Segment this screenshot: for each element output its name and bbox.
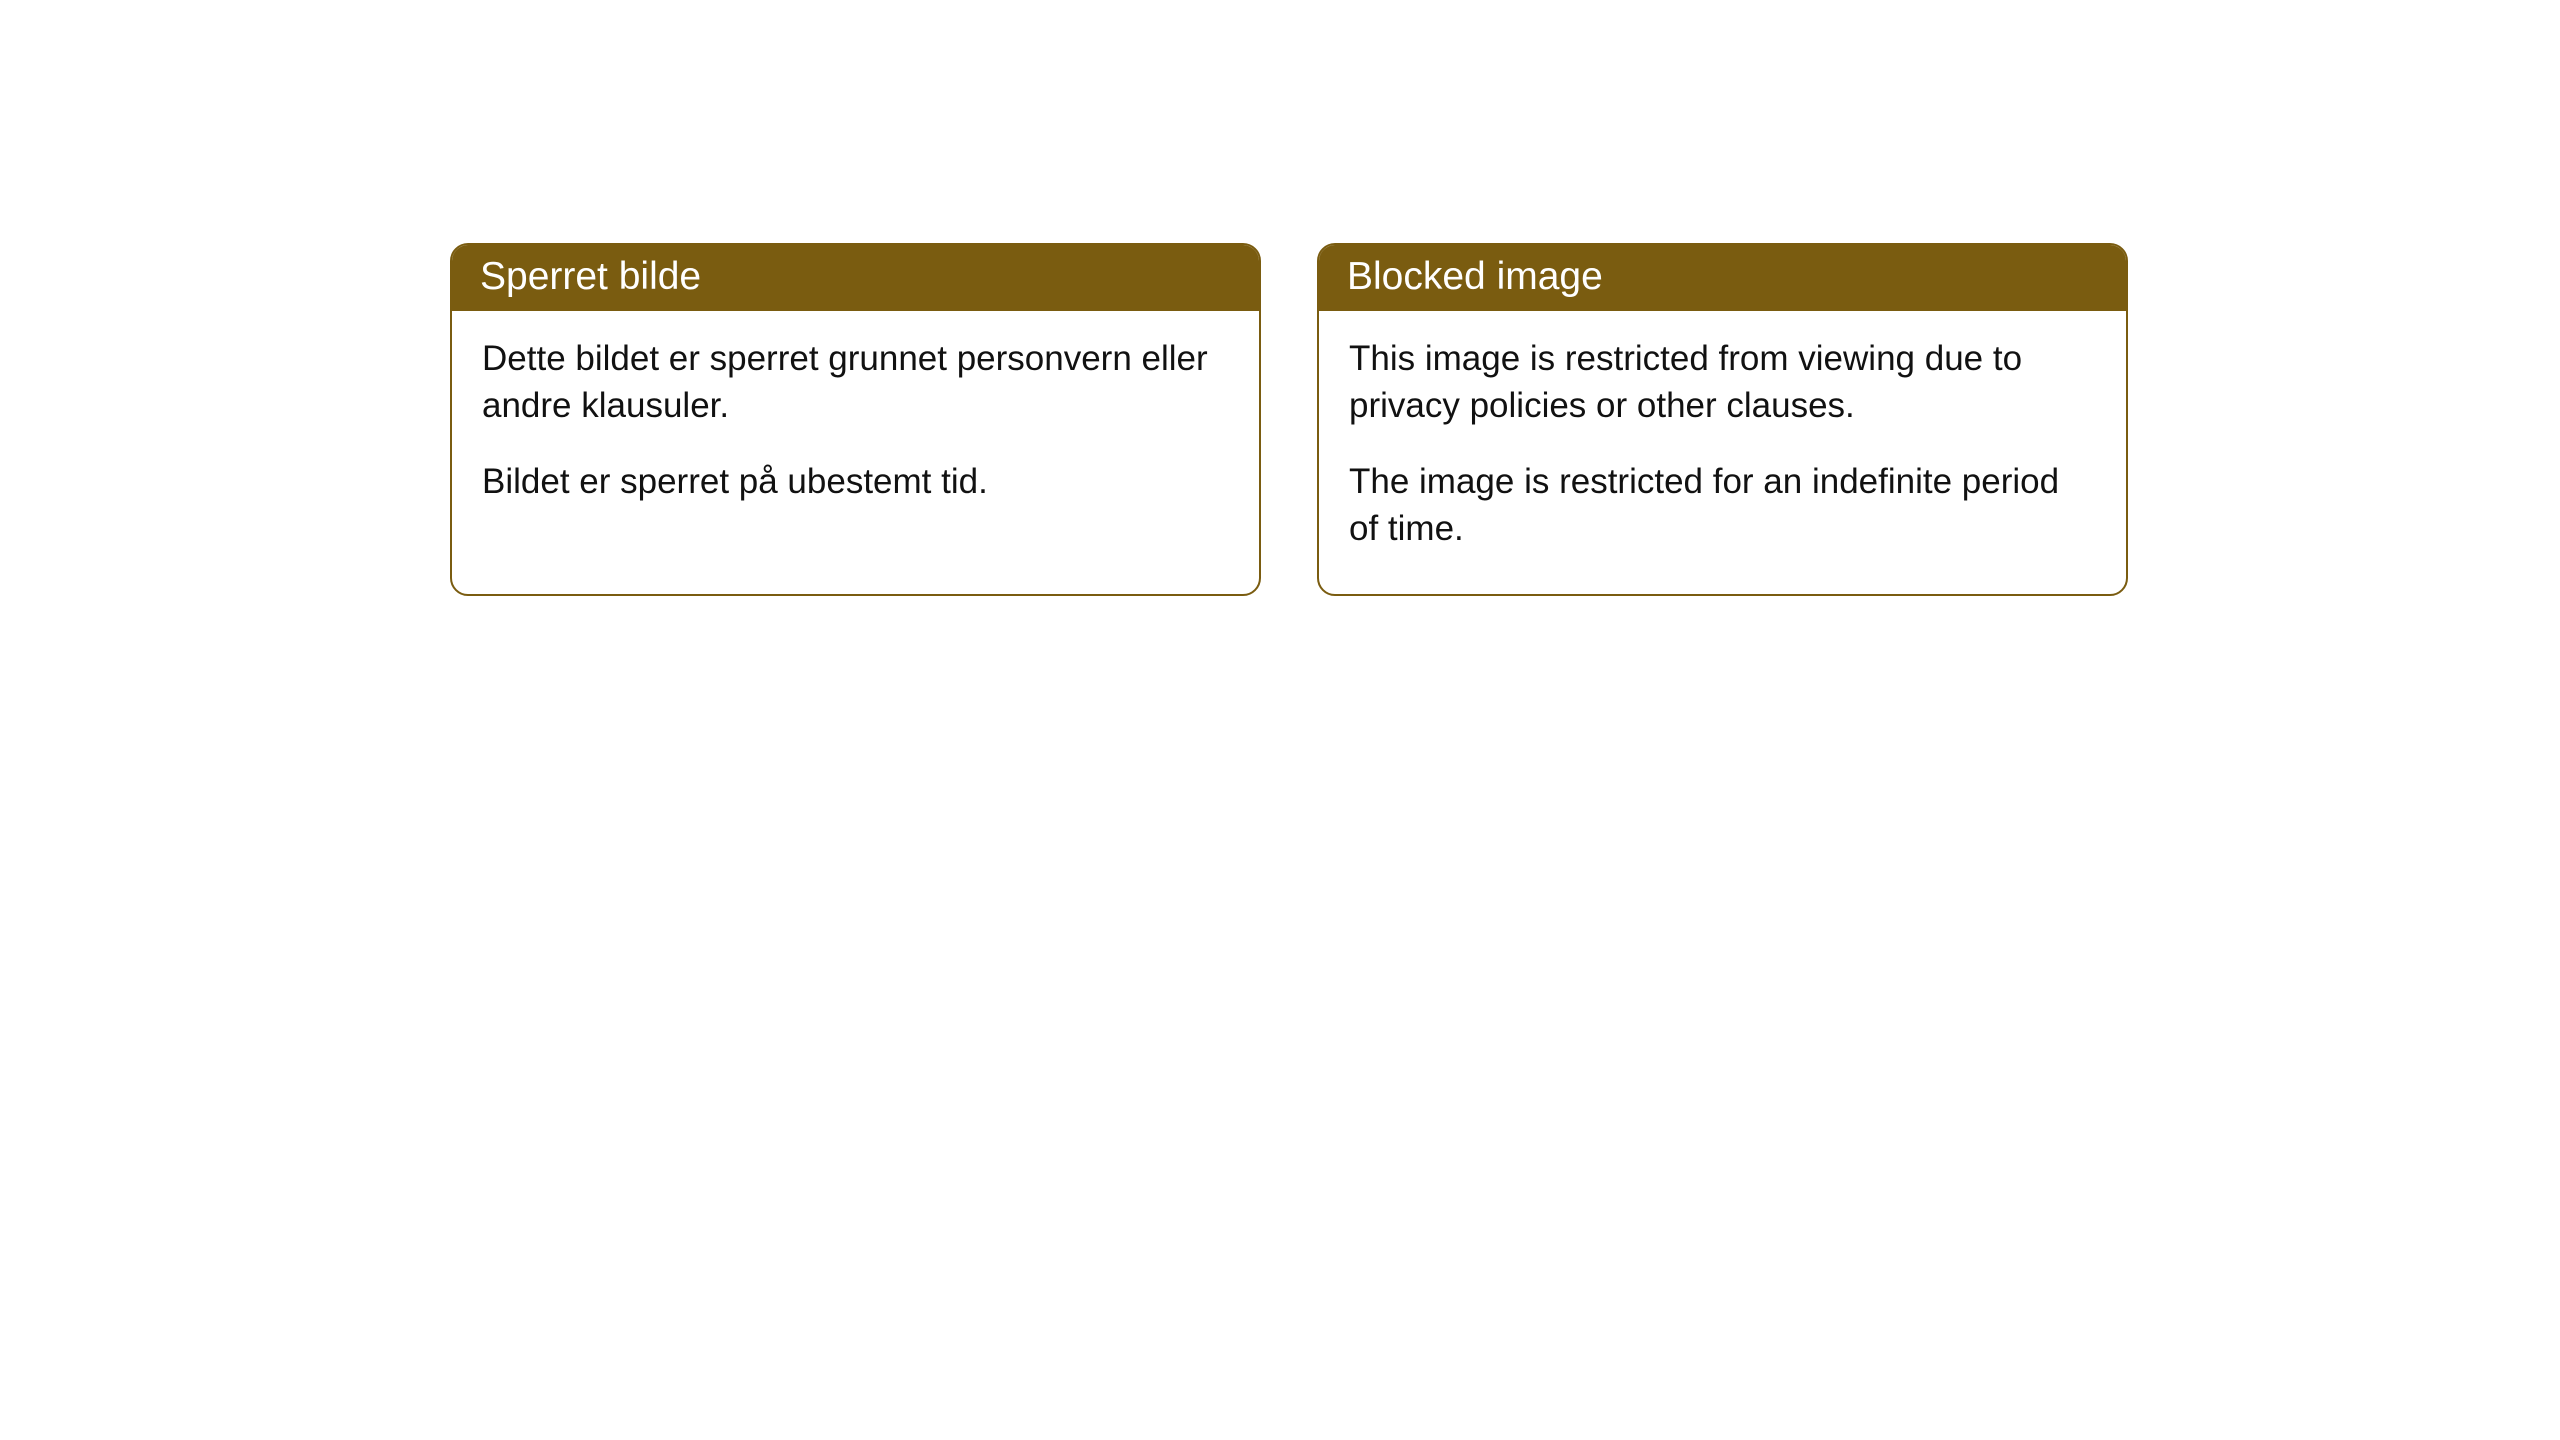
card-paragraph-1-en: This image is restricted from viewing du… [1349,335,2096,430]
blocked-image-card-en: Blocked image This image is restricted f… [1317,243,2128,596]
card-paragraph-2-en: The image is restricted for an indefinit… [1349,458,2096,553]
blocked-image-card-no: Sperret bilde Dette bildet er sperret gr… [450,243,1261,596]
card-header-no: Sperret bilde [452,245,1259,311]
card-header-en: Blocked image [1319,245,2126,311]
cards-container: Sperret bilde Dette bildet er sperret gr… [450,243,2128,596]
card-body-en: This image is restricted from viewing du… [1319,311,2126,594]
card-paragraph-2-no: Bildet er sperret på ubestemt tid. [482,458,1229,505]
card-body-no: Dette bildet er sperret grunnet personve… [452,311,1259,547]
card-paragraph-1-no: Dette bildet er sperret grunnet personve… [482,335,1229,430]
